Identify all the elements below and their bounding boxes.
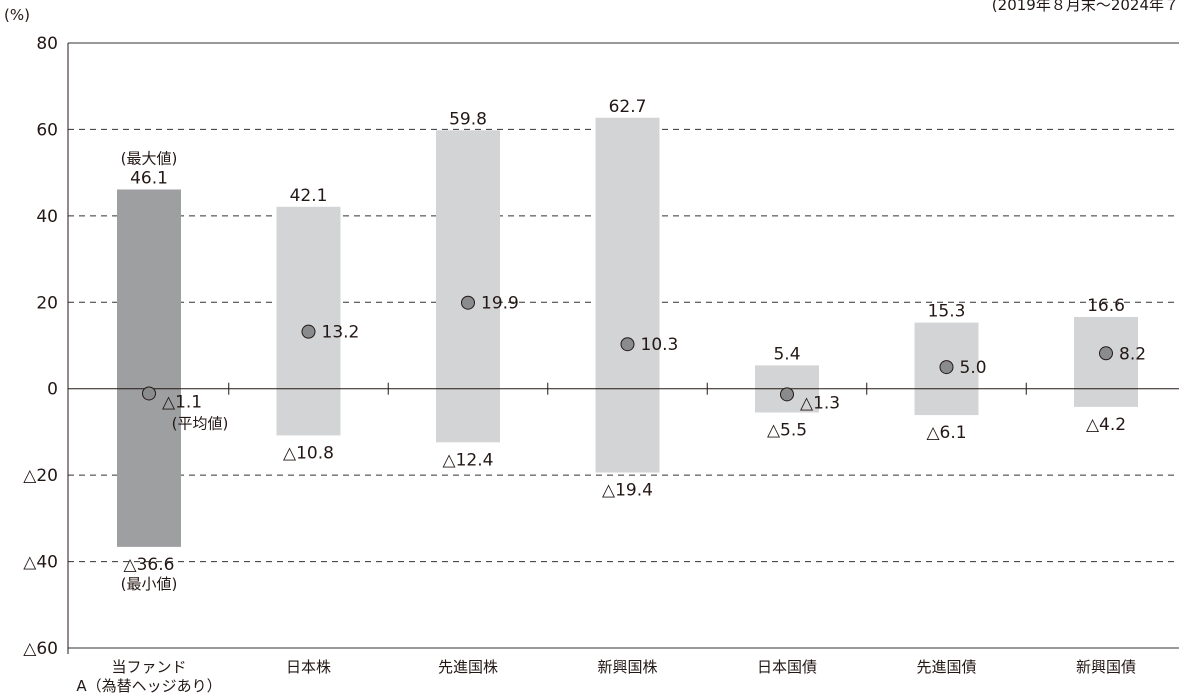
category-label-line: 日本株 [286,658,331,676]
period-note: (2019年８月末～2024年７ [991,0,1179,14]
min-value-label: △6.1 [926,423,966,443]
min-value-label: △36.6 [124,555,175,575]
y-tick-label: △60 [23,639,58,659]
category-label-line: 新興国債 [1076,658,1136,676]
min-annotation: (最小値) [121,575,178,593]
max-value-label: 62.7 [609,97,647,117]
category-label: 当ファンド A（為替ヘッジあり） [76,658,221,695]
average-marker [939,360,954,375]
max-value-label: 59.8 [449,109,487,129]
y-tick-label: 0 [47,380,58,400]
average-marker [620,337,635,352]
y-tick-label: △40 [23,553,58,573]
min-value-label: △12.4 [443,450,494,470]
category-label-line: 先進国株 [438,658,498,676]
y-tick-label: △20 [23,466,58,486]
min-value-label: △5.5 [767,420,807,440]
min-value-label: △4.2 [1086,415,1126,435]
average-marker [1099,346,1113,361]
category-label: 日本国債 [757,658,817,676]
asset-range-bar [436,130,500,443]
avg-annotation: (平均値) [172,414,229,432]
category-label-line: 先進国債 [916,658,976,676]
average-marker [301,324,316,339]
category-label: 新興国債 [1076,658,1136,676]
min-value-label: △19.4 [602,481,653,501]
average-marker [142,386,156,401]
average-value-label: 5.0 [960,358,987,378]
average-marker [461,295,475,310]
max-value-label: 5.4 [773,344,800,364]
y-tick-label: 80 [36,34,58,54]
max-value-label: 42.1 [290,186,328,206]
y-tick-label: 40 [36,207,58,227]
category-label: 新興国株 [597,658,657,676]
y-tick-label: 20 [36,293,58,313]
min-value-label: △10.8 [283,443,334,463]
fund-range-bar [117,189,181,547]
category-label-line: A（為替ヘッジあり） [76,677,221,695]
category-label-line: 当ファンド [111,658,186,676]
average-value-label: △1.1 [162,392,202,412]
asset-range-bar [276,206,341,436]
average-value-label: △1.3 [800,393,840,413]
category-label-line: 新興国株 [597,658,657,676]
max-value-label: 46.1 [130,168,168,188]
average-marker [780,387,794,402]
asset-range-bar [1074,316,1138,407]
average-value-label: 13.2 [322,323,360,343]
average-value-label: 10.3 [641,335,679,355]
category-label-line: 日本国債 [757,658,817,676]
max-value-label: 16.6 [1087,296,1125,316]
asset-range-bar [595,117,660,473]
y-tick-label: 60 [36,120,58,140]
average-value-label: 19.9 [481,294,519,314]
y-axis-unit: (%) [4,6,30,24]
max-value-label: 15.3 [928,302,966,322]
category-label: 先進国債 [916,658,976,676]
average-value-label: 8.2 [1119,344,1146,364]
category-label: 日本株 [286,658,331,676]
category-label: 先進国株 [438,658,498,676]
max-annotation: (最大値) [121,149,178,167]
